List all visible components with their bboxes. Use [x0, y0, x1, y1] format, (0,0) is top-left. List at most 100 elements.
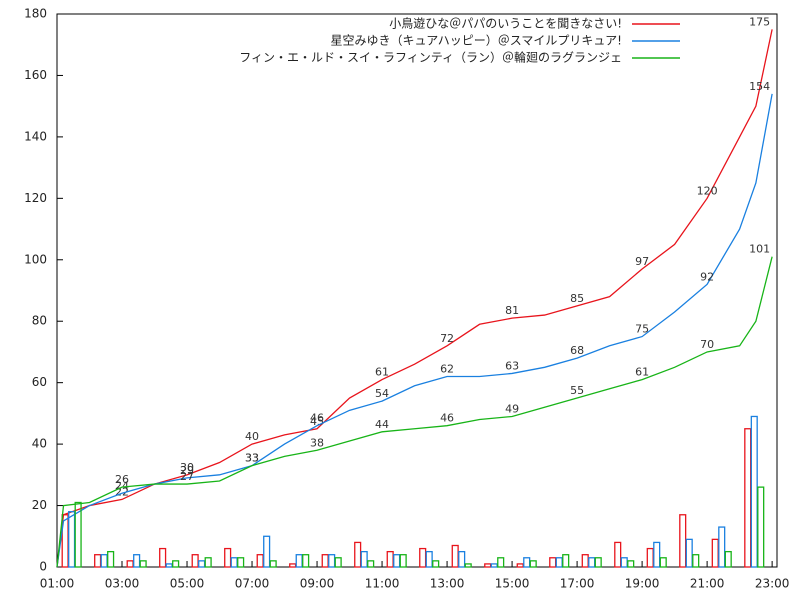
bar	[172, 560, 180, 568]
bar	[230, 557, 238, 568]
bar	[399, 554, 407, 568]
y-tick-label: 60	[32, 375, 47, 389]
data-label: 44	[375, 418, 389, 431]
bar	[692, 554, 700, 568]
bar	[679, 514, 687, 568]
y-tick-label: 160	[24, 68, 47, 82]
bar	[263, 535, 271, 568]
bar	[425, 550, 433, 568]
bar	[126, 560, 134, 568]
data-label: 61	[375, 366, 389, 379]
bar	[627, 560, 635, 568]
bar	[614, 541, 622, 568]
bar	[393, 554, 401, 568]
bar	[581, 554, 589, 568]
bar	[269, 560, 277, 568]
bar	[224, 547, 232, 568]
y-tick-label: 120	[24, 191, 47, 205]
bar	[328, 554, 336, 568]
data-label: 92	[700, 270, 714, 283]
bar	[94, 554, 102, 568]
x-tick-label: 15:00	[495, 577, 530, 591]
legend-label: 星空みゆき（キュアハッピー）＠スマイルプリキュア!	[331, 34, 623, 48]
data-label: 72	[440, 332, 454, 345]
bar	[68, 511, 76, 568]
bar	[549, 557, 557, 568]
data-label: 62	[440, 363, 454, 376]
bar	[165, 563, 173, 568]
bar	[718, 526, 726, 568]
data-label: 81	[505, 304, 519, 317]
x-tick-label: 09:00	[300, 577, 335, 591]
data-label: 54	[375, 387, 389, 400]
data-label: 29	[180, 464, 194, 477]
bar	[360, 550, 368, 568]
data-label: 33	[245, 452, 259, 465]
data-label: 120	[697, 184, 718, 197]
data-label: 68	[570, 344, 584, 357]
data-label: 55	[570, 384, 584, 397]
bar	[302, 554, 310, 568]
y-tick-label: 100	[24, 252, 47, 266]
data-label: 101	[749, 243, 770, 256]
legend-label: 小鳥遊ひな＠パパのいうことを聞きなさい!	[389, 16, 622, 31]
data-label: 38	[310, 436, 324, 449]
x-tick-label: 23:00	[755, 577, 790, 591]
bar	[529, 560, 537, 568]
bar	[562, 554, 570, 568]
bar	[464, 563, 472, 568]
bar	[659, 557, 667, 568]
plot-frame	[56, 13, 778, 568]
bar	[484, 563, 492, 568]
x-tick-label: 19:00	[625, 577, 660, 591]
x-tick-label: 07:00	[235, 577, 270, 591]
data-label: 61	[635, 366, 649, 379]
bar	[354, 541, 362, 568]
x-tick-label: 05:00	[170, 577, 205, 591]
data-label: 49	[505, 402, 519, 415]
bar	[523, 557, 531, 568]
y-tick-label: 80	[32, 314, 47, 328]
data-label: 33	[245, 452, 259, 465]
bar	[204, 557, 212, 568]
bar	[490, 563, 498, 568]
bar	[256, 554, 264, 568]
bar	[516, 563, 524, 568]
bar	[74, 501, 82, 568]
bar	[295, 554, 303, 568]
x-tick-label: 03:00	[105, 577, 140, 591]
data-label: 70	[700, 338, 714, 351]
bar	[139, 560, 147, 568]
data-label: 75	[635, 323, 649, 336]
bar	[198, 560, 206, 568]
bar	[237, 557, 245, 568]
x-tick-label: 13:00	[430, 577, 465, 591]
data-label: 97	[635, 255, 649, 268]
bar	[594, 557, 602, 568]
y-tick-label: 40	[32, 437, 47, 451]
y-tick-label: 180	[24, 7, 47, 21]
data-label: 46	[440, 412, 454, 425]
bar	[620, 557, 628, 568]
line	[56, 93, 773, 568]
data-label: 85	[570, 292, 584, 305]
bar	[744, 428, 752, 568]
bar	[757, 486, 765, 568]
y-tick-label: 0	[39, 560, 47, 574]
bar	[724, 550, 732, 568]
line	[56, 29, 773, 568]
data-label: 63	[505, 359, 519, 372]
bar	[191, 554, 199, 568]
data-label: 46	[310, 412, 324, 425]
bar	[432, 560, 440, 568]
bar	[321, 554, 329, 568]
bar	[750, 415, 758, 568]
bar	[334, 557, 342, 568]
bar	[653, 541, 661, 568]
bar	[107, 550, 115, 568]
bar	[100, 554, 108, 568]
bar	[133, 554, 141, 568]
bar	[711, 538, 719, 568]
y-tick-label: 140	[24, 129, 47, 143]
